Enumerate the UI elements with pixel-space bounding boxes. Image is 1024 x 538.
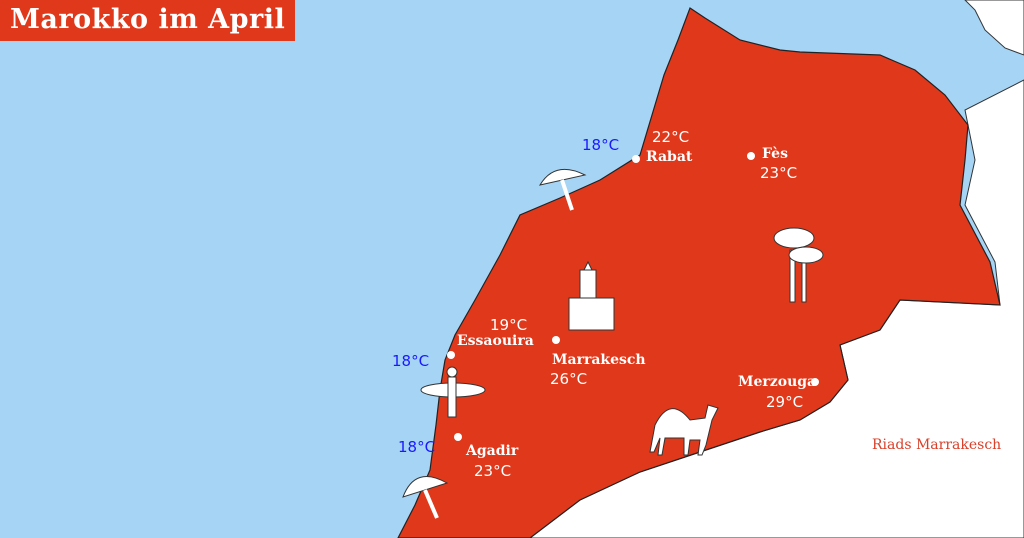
city-dot-merzouga [811,378,819,386]
city-label-rabat: Rabat [646,149,693,165]
city-label-marrakesch: Marrakesch [552,352,646,368]
camel-icon [649,404,719,456]
city-temp-agadir: 23°C [474,462,512,480]
city-temp-essaouira: 19°C [490,316,528,334]
city-dot-agadir [454,433,462,441]
city-temp-merzouga: 29°C [766,393,804,411]
city-label-fes: Fès [762,146,788,162]
sea-temp-essaouira: 18°C [392,352,430,370]
city-dot-rabat [632,155,640,163]
city-label-agadir: Agadir [466,443,519,459]
sea-temp-rabat: 18°C [582,136,620,154]
beach-umbrella-icon [402,476,449,519]
spain-land [964,0,1024,56]
mosque-icon [568,260,615,331]
city-dot-fes [747,152,755,160]
city-dot-marrakesch [552,336,560,344]
city-temp-marrakesch: 26°C [550,370,588,388]
riads-marrakesch-logo: Riads Marrakesch [872,437,1002,453]
city-label-merzouga: Merzouga [738,374,817,390]
sea-temp-agadir: 18°C [398,438,436,456]
map-title: Marokko im April [0,0,296,41]
city-label-essaouira: Essaouira [457,333,534,349]
city-dot-essaouira [447,351,455,359]
city-temp-fes: 23°C [760,164,798,182]
surfer-icon [420,366,486,418]
city-temp-rabat: 22°C [652,128,690,146]
beach-umbrella-icon [538,168,587,211]
palm-tree-icon [773,227,824,303]
